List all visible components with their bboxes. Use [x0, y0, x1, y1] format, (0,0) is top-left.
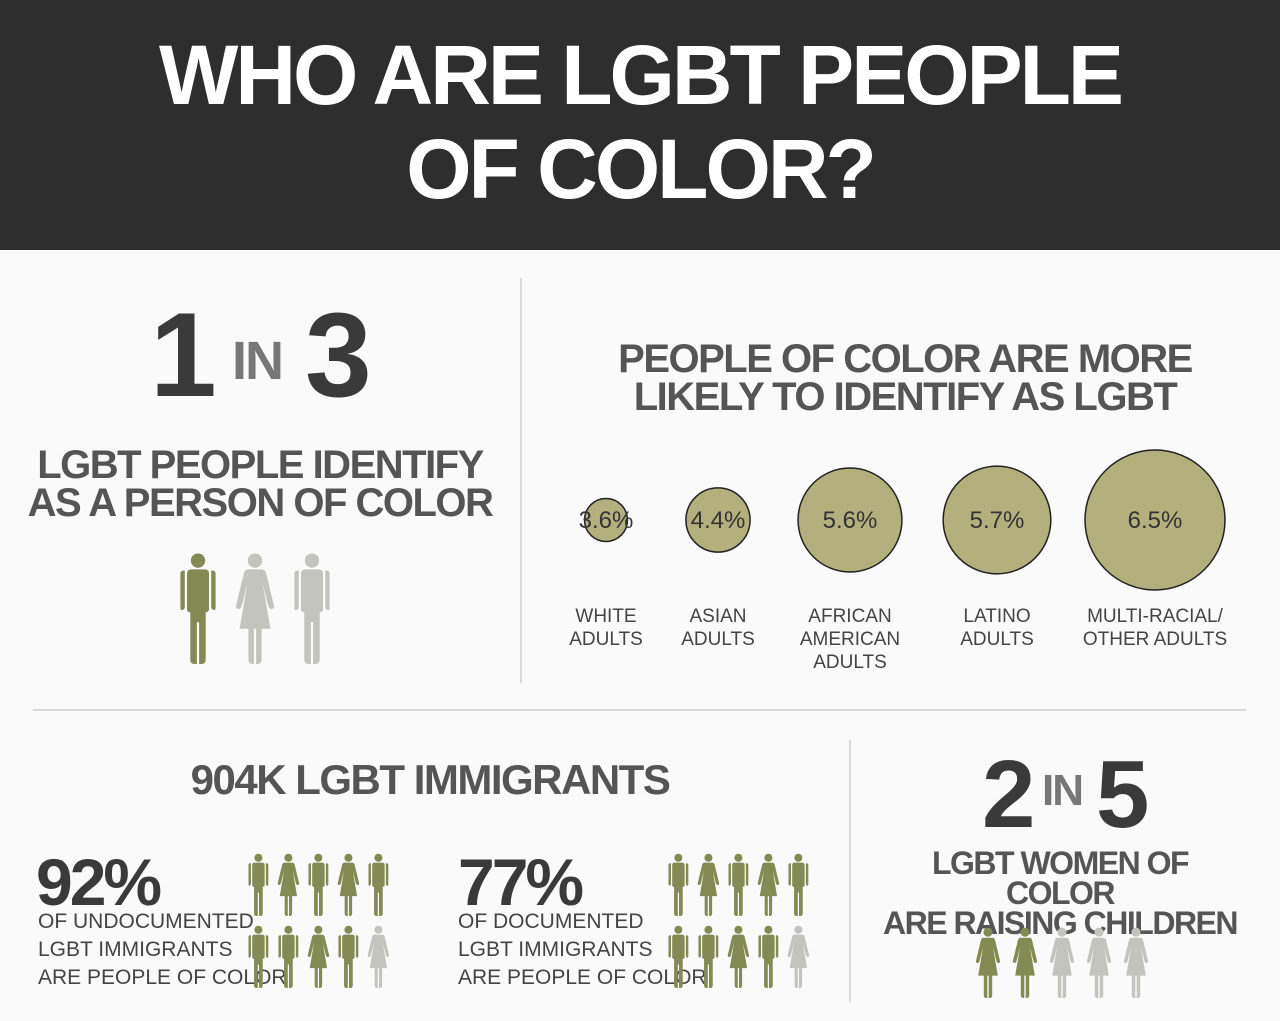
- bubble-category-label-3-1: AFRICAN: [808, 606, 891, 627]
- person-icon-woman-1: [975, 927, 1001, 998]
- bubble-category-label-3-3: ADULTS: [813, 652, 887, 673]
- person-icon-man-3: [308, 853, 329, 916]
- person-icon-man-6: [668, 925, 689, 988]
- title-line-2: OF COLOR?: [406, 122, 877, 216]
- ratio-caption-line-2: AS A PERSON OF COLOR: [27, 481, 494, 525]
- ratio2-number-2: 2: [982, 741, 1035, 848]
- bubble-value-label-1: 3.6%: [579, 507, 634, 534]
- circles-title: PEOPLE OF COLOR ARE MORE LIKELY TO IDENT…: [560, 337, 1250, 419]
- person-icon-woman-2: [277, 853, 300, 916]
- page-title: WHO ARE LGBT PEOPLE OF COLOR?: [0, 28, 1280, 216]
- stat-documented-line-2: LGBT IMMIGRANTS: [458, 938, 653, 961]
- circles-title-line-1: PEOPLE OF COLOR ARE MORE: [618, 337, 1193, 381]
- one-in-three-figures: [180, 553, 330, 664]
- bubble-category-label-2-1: ASIAN: [689, 606, 746, 627]
- documented-figures: [668, 853, 810, 988]
- bubble-circle-3: [797, 467, 903, 573]
- person-icon-woman-8: [727, 925, 750, 988]
- bubble-category-label-2-2: ADULTS: [681, 629, 755, 650]
- person-icon-woman-5: [1123, 927, 1149, 998]
- bubble-category-label-1-2: ADULTS: [569, 629, 643, 650]
- stat-undocumented-line-3: ARE PEOPLE OF COLOR: [38, 966, 287, 989]
- ratio2-in-word: IN: [1042, 766, 1084, 815]
- bubble-value-label-5: 6.5%: [1128, 507, 1183, 534]
- ratio2-number-5: 5: [1096, 741, 1149, 848]
- bubble-circle-1: [583, 497, 629, 543]
- person-icon-man-5: [788, 853, 809, 916]
- stat-documented-line-3: ARE PEOPLE OF COLOR: [458, 966, 707, 989]
- bubble-circle-5: [1084, 449, 1226, 591]
- bubble-5: 6.5% MULTI-RACIAL/OTHER ADULTS: [1083, 449, 1227, 650]
- bubble-value-label-3: 5.6%: [823, 507, 878, 534]
- person-icon-woman-4: [1086, 927, 1112, 998]
- bubble-circle-4: [942, 465, 1052, 575]
- stat-undocumented-desc: OF UNDOCUMENTED LGBT IMMIGRANTS ARE PEOP…: [38, 908, 287, 992]
- ratio-number-3: 3: [305, 288, 372, 422]
- vertical-divider-top: [520, 278, 522, 683]
- person-icon-woman-8: [307, 925, 330, 988]
- bubble-value-label-4: 5.7%: [970, 507, 1025, 534]
- undocumented-figures: [248, 853, 390, 988]
- bubble-value-label-2: 4.4%: [691, 507, 746, 534]
- header-banner: WHO ARE LGBT PEOPLE OF COLOR?: [0, 0, 1280, 250]
- stat-undocumented-line-1: OF UNDOCUMENTED: [38, 910, 254, 933]
- bubble-chart: 3.6%WHITEADULTS4.4%ASIANADULTS5.6%AFRICA…: [569, 449, 1227, 673]
- person-icon-man-3: [728, 853, 749, 916]
- horizontal-divider: [33, 709, 1246, 711]
- person-icon-woman-10: [787, 925, 810, 988]
- person-icon-man-1: [180, 553, 216, 664]
- person-icon-man-6: [248, 925, 269, 988]
- stat-undocumented-line-2: LGBT IMMIGRANTS: [38, 938, 233, 961]
- two-in-five-figures: [975, 927, 1149, 998]
- bubble-circle-2: [685, 487, 751, 553]
- person-icon-woman-10: [367, 925, 390, 988]
- stat-documented-pct: 77%: [458, 845, 584, 919]
- bubble-category-label-1-1: WHITE: [575, 606, 636, 627]
- bubble-category-label-3-2: AMERICAN: [800, 629, 900, 650]
- person-icon-man-7: [278, 925, 299, 988]
- ratio-in-word: IN: [232, 331, 284, 391]
- ratio-caption-line-1: LGBT PEOPLE IDENTIFY: [37, 443, 484, 487]
- person-icon-woman-3: [1049, 927, 1075, 998]
- stat-undocumented-pct: 92%: [36, 845, 162, 919]
- ratio-caption: LGBT PEOPLE IDENTIFY AS A PERSON OF COLO…: [20, 443, 500, 525]
- ratio2-caption-line-1: LGBT WOMEN OF COLOR: [931, 845, 1190, 911]
- bubble-category-label-4-1: LATINO: [963, 606, 1030, 627]
- stat-documented-desc: OF DOCUMENTED LGBT IMMIGRANTS ARE PEOPLE…: [458, 908, 707, 992]
- person-icon-man-1: [248, 853, 269, 916]
- person-icon-woman-2: [1012, 927, 1038, 998]
- person-icon-man-1: [668, 853, 689, 916]
- immigrants-title: 904K LGBT IMMIGRANTS: [190, 756, 671, 803]
- ratio-number-1: 1: [150, 288, 217, 422]
- person-icon-man-7: [698, 925, 719, 988]
- ratio2-caption: LGBT WOMEN OF COLOR ARE RAISING CHILDREN: [880, 845, 1240, 939]
- bubble-category-label-5-1: MULTI-RACIAL/: [1087, 606, 1224, 627]
- person-icon-woman-2: [697, 853, 720, 916]
- person-icon-man-9: [758, 925, 779, 988]
- person-icon-woman-4: [757, 853, 780, 916]
- bubble-category-label-5-2: OTHER ADULTS: [1083, 629, 1227, 650]
- vertical-divider-bottom: [849, 740, 851, 1002]
- circles-title-line-2: LIKELY TO IDENTIFY AS LGBT: [633, 375, 1178, 419]
- person-icon-woman-4: [337, 853, 360, 916]
- person-icon-man-5: [368, 853, 389, 916]
- person-icon-woman-2: [236, 553, 274, 664]
- stat-documented-line-1: OF DOCUMENTED: [458, 910, 644, 933]
- bubble-category-label-4-2: ADULTS: [960, 629, 1034, 650]
- person-icon-man-3: [294, 553, 330, 664]
- title-line-1: WHO ARE LGBT PEOPLE: [159, 28, 1124, 122]
- person-icon-man-9: [338, 925, 359, 988]
